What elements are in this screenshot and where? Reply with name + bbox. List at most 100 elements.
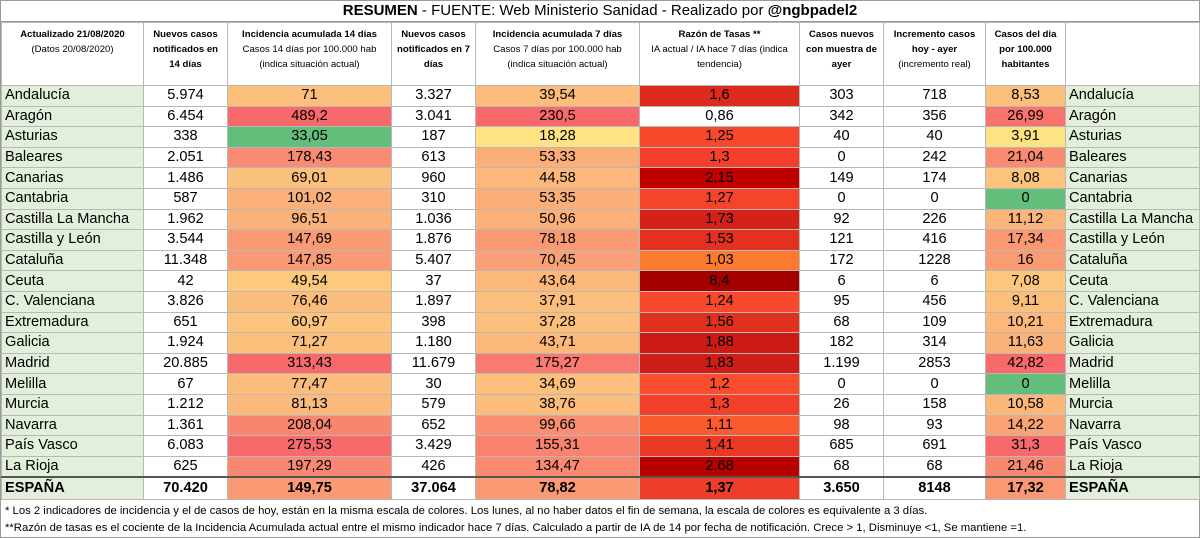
cell-dia: 0 <box>985 373 1066 395</box>
cell-rt: 0,86 <box>639 105 800 128</box>
region-name-right: Murcia <box>1065 393 1200 416</box>
cell-ayer: 685 <box>799 435 884 457</box>
cell-ayer: 6 <box>799 270 884 292</box>
region-name-right: Extremadura <box>1065 311 1200 334</box>
cell-ia14: 147,85 <box>227 249 392 272</box>
cell-c7: 652 <box>391 414 476 437</box>
cell-ia7: 38,76 <box>475 393 640 416</box>
cell-c14: 1.212 <box>143 393 228 416</box>
cell-inc: 109 <box>883 311 986 334</box>
cell-ayer: 40 <box>799 126 884 148</box>
cell-ayer: 98 <box>799 414 884 437</box>
cell-rt: 1,88 <box>639 332 800 354</box>
cell-rt: 1,27 <box>639 187 800 210</box>
cell-rt: 2,15 <box>639 167 800 189</box>
cell-c7: 30 <box>391 373 476 395</box>
cell-ayer: 149 <box>799 167 884 189</box>
region-name-right: Andalucía <box>1065 85 1200 107</box>
cell-c7: 1.897 <box>391 290 476 313</box>
table-row: Madrid 20.885 313,43 11.679 175,27 1,83 1.199 2… <box>1 352 1200 375</box>
cell-ia14: 313,43 <box>227 352 392 375</box>
cell-rt: 8,4 <box>639 270 800 292</box>
cell-ayer: 1.199 <box>799 352 884 375</box>
header-cell: Razón de Tasas ** IA actual / IA hace 7 d… <box>639 22 800 86</box>
cell-inc: 226 <box>883 208 986 231</box>
cell-dia: 21,46 <box>985 455 1066 478</box>
table-row: Canarias 1.486 69,01 960 44,58 2,15 149 174 8,08… <box>1 167 1200 189</box>
cell-ayer: 92 <box>799 208 884 231</box>
header-cell: Incidencia acumulada 7 días Casos 7 días … <box>475 22 640 86</box>
cell-dia: 16 <box>985 249 1066 272</box>
footnotes: * Los 2 indicadores de incidencia y el d… <box>1 500 1199 537</box>
cell-c7: 3.429 <box>391 435 476 457</box>
table-row: Asturias 338 33,05 187 18,28 1,25 40 40 3,91 Astu… <box>1 126 1200 148</box>
table-row: Extremadura 651 60,97 398 37,28 1,56 68 109 10,2… <box>1 311 1200 334</box>
header-cell: Nuevos casos notificados en 7 días <box>391 22 476 86</box>
cell-c7: 37.064 <box>391 476 476 501</box>
cell-inc: 456 <box>883 290 986 313</box>
region-name-right: Cataluña <box>1065 249 1200 272</box>
cell-inc: 6 <box>883 270 986 292</box>
region-name: Murcia <box>1 393 144 416</box>
cell-c7: 1.036 <box>391 208 476 231</box>
cell-ayer: 3.650 <box>799 476 884 501</box>
cell-c14: 3.544 <box>143 229 228 251</box>
cell-c14: 587 <box>143 187 228 210</box>
cell-ia14: 77,47 <box>227 373 392 395</box>
cell-c7: 613 <box>391 146 476 169</box>
cell-ia14: 101,02 <box>227 187 392 210</box>
cell-ayer: 121 <box>799 229 884 251</box>
title-author: @ngbpadel2 <box>767 2 858 19</box>
header-cell: Actualizado 21/08/2020 (Datos 20/08/2020) <box>1 22 144 86</box>
table-row: Castilla La Mancha 1.962 96,51 1.036 50,96 1,… <box>1 208 1200 231</box>
table-row: Andalucía 5.974 71 3.327 39,54 1,6 303 718 8,53 A… <box>1 85 1200 107</box>
cell-dia: 9,11 <box>985 290 1066 313</box>
cell-c7: 398 <box>391 311 476 334</box>
cell-c7: 37 <box>391 270 476 292</box>
cell-c14: 20.885 <box>143 352 228 375</box>
cell-ia14: 49,54 <box>227 270 392 292</box>
table-row: Murcia 1.212 81,13 579 38,76 1,3 26 158 10,58 Mur… <box>1 393 1200 416</box>
cell-c14: 6.454 <box>143 105 228 128</box>
cell-rt: 1,3 <box>639 393 800 416</box>
cell-inc: 242 <box>883 146 986 169</box>
cell-ayer: 68 <box>799 455 884 478</box>
cell-dia: 31,3 <box>985 435 1066 457</box>
cell-c14: 3.826 <box>143 290 228 313</box>
cell-ia14: 33,05 <box>227 126 392 148</box>
table-row: Cantabria 587 101,02 310 53,35 1,27 0 0 0 Cantabr… <box>1 187 1200 210</box>
cell-ia7: 78,18 <box>475 229 640 251</box>
region-name-right: Cantabria <box>1065 187 1200 210</box>
table-row: Cataluña 11.348 147,85 5.407 70,45 1,03 172 122… <box>1 249 1200 272</box>
cell-ayer: 182 <box>799 332 884 354</box>
cell-ayer: 342 <box>799 105 884 128</box>
cell-ia14: 178,43 <box>227 146 392 169</box>
cell-ia14: 489,2 <box>227 105 392 128</box>
cell-ia14: 96,51 <box>227 208 392 231</box>
total-row: ESPAÑA 70.420 149,75 37.064 78,82 1,37 3.650 81… <box>1 476 1200 501</box>
cell-c14: 625 <box>143 455 228 478</box>
cell-ia7: 175,27 <box>475 352 640 375</box>
cell-c7: 5.407 <box>391 249 476 272</box>
footnote-2: **Razón de tasas es el cociente de la In… <box>5 522 1027 535</box>
cell-rt: 1,56 <box>639 311 800 334</box>
cell-ia7: 230,5 <box>475 105 640 128</box>
region-name-right: Aragón <box>1065 105 1200 128</box>
cell-ayer: 26 <box>799 393 884 416</box>
cell-rt: 1,41 <box>639 435 800 457</box>
region-name: Melilla <box>1 373 144 395</box>
cell-ia7: 99,66 <box>475 414 640 437</box>
cell-ia7: 39,54 <box>475 85 640 107</box>
region-name-right: ESPAÑA <box>1065 476 1200 501</box>
region-name-right: País Vasco <box>1065 435 1200 457</box>
cell-c14: 651 <box>143 311 228 334</box>
cell-ia14: 208,04 <box>227 414 392 437</box>
region-name: Castilla y León <box>1 229 144 251</box>
region-name: Galicia <box>1 332 144 354</box>
cell-inc: 40 <box>883 126 986 148</box>
cell-c14: 1.924 <box>143 332 228 354</box>
cell-ayer: 303 <box>799 85 884 107</box>
region-name: País Vasco <box>1 435 144 457</box>
header-cell: Nuevos casos notificados en 14 días <box>143 22 228 86</box>
